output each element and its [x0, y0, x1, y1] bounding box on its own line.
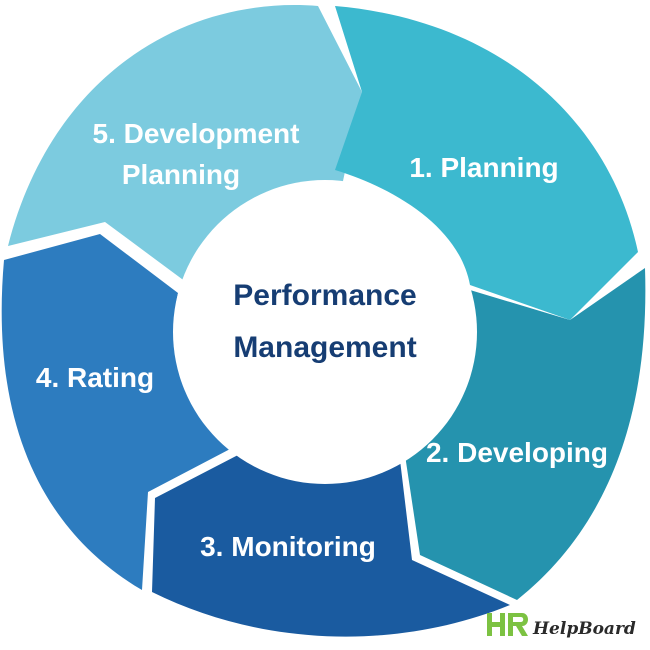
logo-text: HelpBoard [532, 619, 636, 639]
segment-label-developing: 2. Developing [426, 437, 608, 468]
segment-label-rating: 4. Rating [36, 362, 154, 393]
segment-label-development-planning-line2: Planning [122, 159, 240, 190]
segment-monitoring [152, 455, 510, 637]
segment-developing [405, 268, 646, 600]
segment-label-development-planning-line1: 5. Development [93, 118, 300, 149]
segment-label-monitoring: 3. Monitoring [200, 531, 376, 562]
segment-rating [1, 234, 232, 590]
segment-planning [335, 6, 638, 320]
center-title-line1: Performance [233, 279, 416, 312]
segment-development-planning [8, 5, 362, 285]
hr-logo-mark-icon [487, 613, 528, 636]
center-circle [173, 180, 477, 484]
helpboard-logo: HelpBoard [487, 613, 636, 639]
center-title-line2: Management [233, 331, 416, 364]
segment-label-planning: 1. Planning [409, 152, 558, 183]
